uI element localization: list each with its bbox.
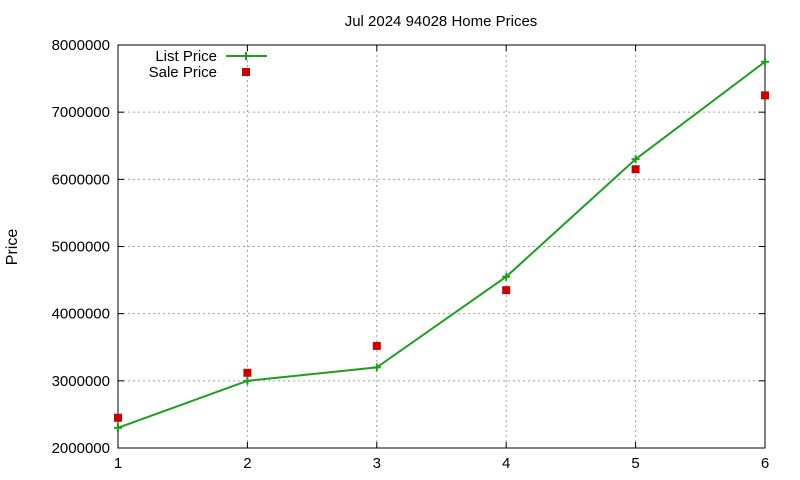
x-tick-label: 2: [243, 455, 251, 472]
plot-frame: [117, 44, 766, 449]
x-tick-label: 3: [373, 455, 381, 472]
y-tick-label: 6000000: [52, 171, 110, 188]
axis-ticks: 1 2 3 4 5 6 2000000 3000000 4000000 5000000 600000…: [52, 37, 770, 472]
sale-price-point: [114, 413, 122, 422]
chart-title: Jul 2024 94028 Home Prices: [345, 13, 538, 30]
legend-marker-list-price: [242, 52, 250, 60]
list-price-point: [114, 423, 122, 432]
y-tick-label: 5000000: [52, 239, 110, 256]
list-price-point: [243, 376, 252, 385]
y-tick-label: 2000000: [52, 440, 110, 457]
legend-label-sale-price: Sale Price: [149, 64, 217, 81]
sale-price-point: [243, 368, 252, 377]
list-price-point: [761, 57, 769, 66]
grid: [118, 45, 765, 448]
list-price-line: [117, 60, 766, 429]
x-tick-label: 5: [631, 455, 639, 472]
series: [114, 57, 769, 432]
x-tick-label: 4: [502, 455, 510, 472]
sale-price-point: [631, 165, 640, 174]
y-tick-label: 8000000: [52, 37, 110, 54]
y-tick-label: 3000000: [52, 373, 110, 390]
list-price-point: [631, 155, 640, 164]
sale-price-point: [502, 286, 511, 295]
x-tick-label: 1: [114, 455, 122, 472]
sale-price-point: [761, 91, 769, 100]
list-price-point: [502, 272, 511, 281]
y-tick-label: 7000000: [52, 104, 110, 121]
list-price-point: [372, 363, 381, 372]
legend-marker-sale-price: [242, 68, 250, 76]
y-axis-label: Price: [4, 229, 21, 266]
legend-label-list-price: List Price: [155, 48, 217, 65]
y-tick-label: 4000000: [52, 306, 110, 323]
x-tick-label: 6: [761, 455, 769, 472]
sale-price-point: [372, 341, 381, 350]
